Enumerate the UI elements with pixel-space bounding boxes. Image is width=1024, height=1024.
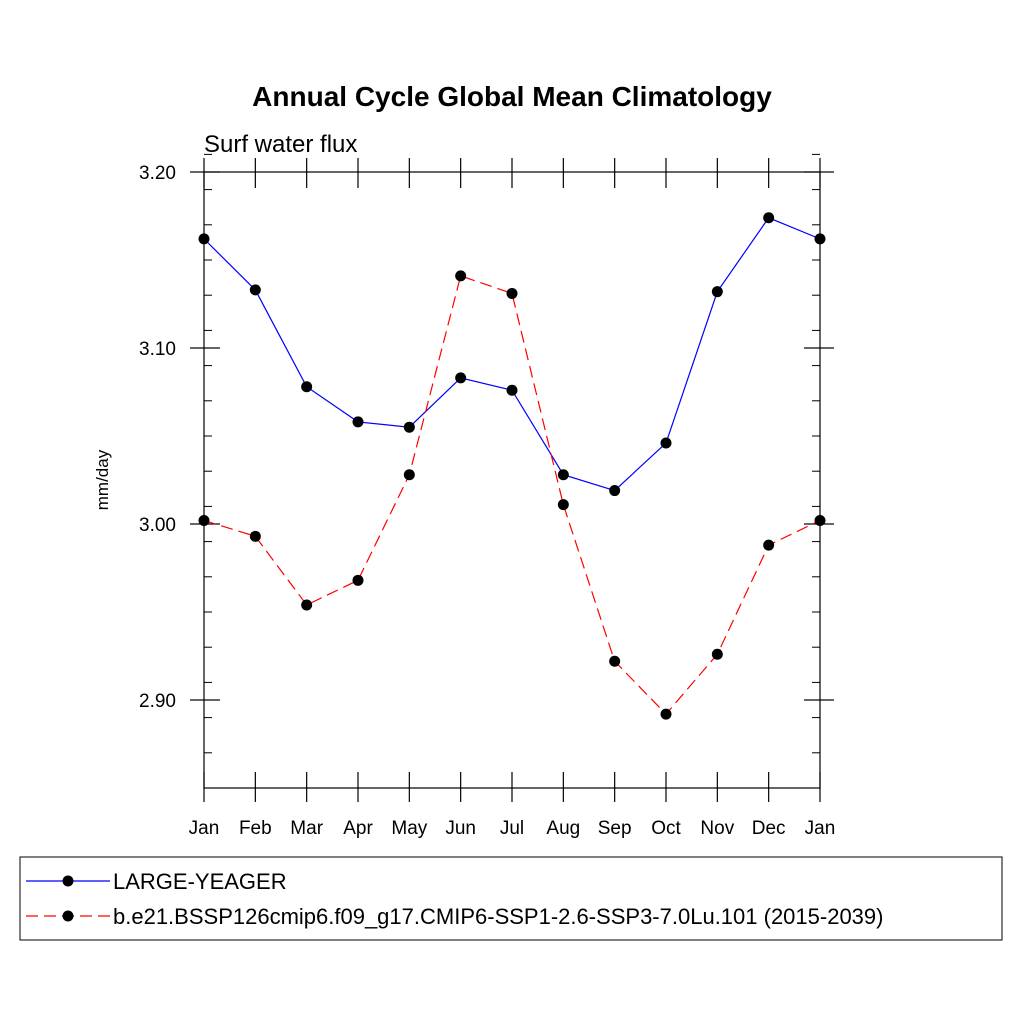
x-tick-label: Dec bbox=[752, 818, 786, 839]
series-line-2 bbox=[203, 275, 821, 715]
legend-marker-1 bbox=[62, 875, 74, 887]
series-1-point bbox=[711, 286, 723, 298]
series-1-point bbox=[506, 384, 518, 396]
series-line-1 bbox=[203, 217, 821, 492]
series-2-point bbox=[763, 539, 775, 551]
series-2-point bbox=[557, 499, 569, 511]
x-tick-label: Feb bbox=[239, 818, 272, 839]
chart-title: Annual Cycle Global Mean Climatology bbox=[252, 81, 772, 112]
series-1-point bbox=[403, 421, 415, 433]
plot-series bbox=[198, 212, 826, 720]
series-2-point bbox=[352, 574, 364, 586]
y-tick-label: 3.20 bbox=[139, 163, 176, 184]
series-2-point bbox=[455, 270, 467, 282]
legend-entries: LARGE-YEAGER b.e21.BSSP126cmip6.f09_g17.C… bbox=[26, 869, 883, 929]
axes: 2.90 3.00 3.10 3.20 Jan Feb Mar Apr May Jun Jul Aug… bbox=[139, 153, 836, 839]
x-tick-label: May bbox=[391, 818, 427, 839]
series-2-point bbox=[403, 469, 415, 481]
series-1-point bbox=[352, 416, 364, 428]
x-tick-label: Mar bbox=[290, 818, 323, 839]
x-tick-label: Sep bbox=[598, 818, 632, 839]
legend-box bbox=[19, 856, 1003, 941]
x-tick-label: Jan bbox=[805, 818, 836, 839]
series-1-point bbox=[763, 212, 775, 224]
series-1-point bbox=[557, 469, 569, 481]
x-tick-label: Aug bbox=[546, 818, 580, 839]
y-tick-label: 2.90 bbox=[139, 691, 176, 712]
series-2-point bbox=[711, 648, 723, 660]
series-1-point bbox=[301, 381, 313, 393]
x-tick-label: Nov bbox=[700, 818, 734, 839]
y-axis-label: mm/day bbox=[93, 449, 112, 510]
series-2-point bbox=[660, 708, 672, 720]
series-2-point bbox=[301, 599, 313, 611]
series-2-point bbox=[609, 655, 621, 667]
y-tick-label: 3.00 bbox=[139, 515, 176, 536]
series-1-point bbox=[249, 284, 261, 296]
x-tick-label: Oct bbox=[651, 818, 681, 839]
chart-subtitle: Surf water flux bbox=[204, 131, 357, 158]
legend-label-2: b.e21.BSSP126cmip6.f09_g17.CMIP6-SSP1-2.… bbox=[113, 904, 883, 929]
series-1-point bbox=[660, 437, 672, 449]
plot-frame bbox=[203, 171, 821, 789]
y-tick-label: 3.10 bbox=[139, 339, 176, 360]
x-tick-label: Jun bbox=[445, 818, 476, 839]
legend: LARGE-YEAGER b.e21.BSSP126cmip6.f09_g17.C… bbox=[19, 856, 1003, 941]
legend-label-1: LARGE-YEAGER bbox=[113, 869, 287, 894]
series-1-point bbox=[609, 485, 621, 497]
series-2-point bbox=[249, 530, 261, 542]
x-tick-label: Jul bbox=[500, 818, 524, 839]
x-tick-label: Apr bbox=[343, 818, 373, 839]
series-2-point bbox=[506, 287, 518, 299]
legend-marker-2 bbox=[62, 910, 74, 922]
x-tick-label: Jan bbox=[189, 818, 220, 839]
series-1-point bbox=[455, 372, 467, 384]
